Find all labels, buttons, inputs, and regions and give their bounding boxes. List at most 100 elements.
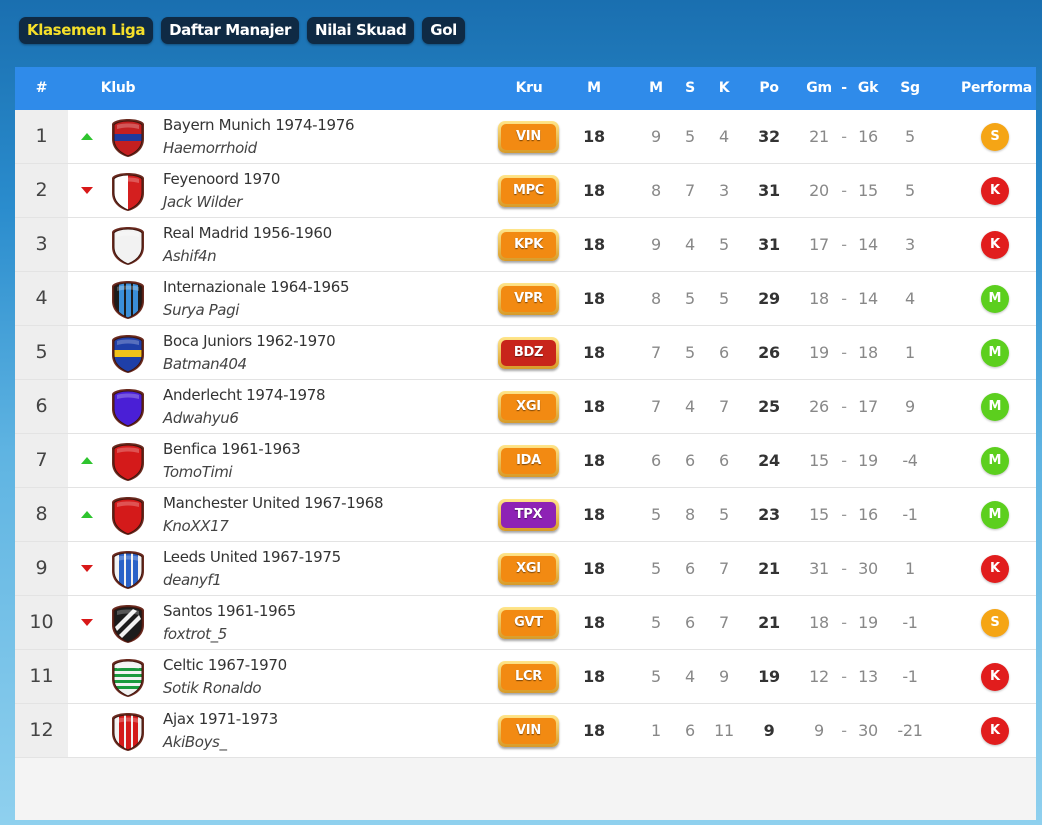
crew-badge[interactable]: XGI — [498, 553, 559, 585]
crew-badge[interactable]: LCR — [498, 661, 559, 693]
header-points[interactable]: Po — [759, 80, 779, 96]
goals-for-cell: 18 — [809, 289, 829, 308]
goals-for-cell: 18 — [809, 613, 829, 632]
table-row[interactable]: 8 Manchester United 1967-1968 KnoXX17 TPX 18… — [15, 488, 1036, 542]
table-row[interactable]: 1 Bayern Munich 1974-1976 Haemorrhoid VIN 18… — [15, 110, 1036, 164]
crew-badge[interactable]: VPR — [498, 283, 559, 315]
performance-badge[interactable]: M — [981, 285, 1009, 313]
trend-up-icon — [81, 457, 93, 464]
manager-name[interactable]: KnoXX17 — [163, 517, 229, 535]
crew-badge[interactable]: VIN — [498, 715, 559, 747]
performance-badge[interactable]: S — [981, 123, 1009, 151]
club-name[interactable]: Feyenoord 1970 — [163, 170, 281, 188]
header-loss[interactable]: K — [718, 80, 730, 96]
manager-name[interactable]: AkiBoys_ — [163, 733, 227, 751]
manager-name[interactable]: foxtrot_5 — [163, 625, 227, 643]
table-row[interactable]: 6 Anderlecht 1974-1978 Adwahyu6 XGI 18 7 4 7 25 2… — [15, 380, 1036, 434]
club-name[interactable]: Benfica 1961-1963 — [163, 440, 301, 458]
rank-cell: 10 — [15, 596, 68, 649]
club-name[interactable]: Ajax 1971-1973 — [163, 710, 278, 728]
performance-badge[interactable]: M — [981, 339, 1009, 367]
club-name[interactable]: Leeds United 1967-1975 — [163, 548, 341, 566]
crew-badge[interactable]: KPK — [498, 229, 559, 261]
draw-cell: 5 — [685, 289, 695, 308]
manager-name[interactable]: Haemorrhoid — [163, 139, 257, 157]
table-row[interactable]: 7 Benfica 1961-1963 TomoTimi IDA 18 6 6 6 24 15-1… — [15, 434, 1036, 488]
manager-name[interactable]: Jack Wilder — [163, 193, 243, 211]
draw-cell: 6 — [685, 451, 695, 470]
manager-name[interactable]: Surya Pagi — [163, 301, 239, 319]
header-draw[interactable]: S — [685, 80, 695, 96]
performance-badge[interactable]: K — [981, 555, 1009, 583]
manager-name[interactable]: TomoTimi — [163, 463, 233, 481]
manager-name[interactable]: Adwahyu6 — [163, 409, 239, 427]
tab-klasemen-liga[interactable]: Klasemen Liga — [19, 17, 154, 44]
table-row[interactable]: 12 Ajax 1971-1973 AkiBoys_ VIN 18 1 6 11 9 9-30 -2… — [15, 704, 1036, 758]
club-name[interactable]: Internazionale 1964-1965 — [163, 278, 350, 296]
crew-badge[interactable]: MPC — [498, 175, 559, 207]
header-rank[interactable]: # — [35, 80, 48, 96]
crew-badge[interactable]: TPX — [498, 499, 559, 531]
performance-badge[interactable]: K — [981, 177, 1009, 205]
performance-badge[interactable]: M — [981, 501, 1009, 529]
header-club[interactable]: Klub — [100, 80, 136, 96]
goals-against-cell: 16 — [858, 505, 878, 524]
goal-diff-cell: 3 — [905, 235, 915, 254]
header-goals-against[interactable]: Gk — [857, 80, 879, 96]
tab-nilai-skuad[interactable]: Nilai Skuad — [307, 17, 415, 44]
club-name[interactable]: Anderlecht 1974-1978 — [163, 386, 326, 404]
performance-badge[interactable]: K — [981, 231, 1009, 259]
table-row[interactable]: 5 Boca Juniors 1962-1970 Batman404 BDZ 18 7 5 6… — [15, 326, 1036, 380]
crew-badge[interactable]: XGI — [498, 391, 559, 423]
header-performance[interactable]: Performa — [961, 80, 1032, 96]
goals-for-cell: 15 — [809, 451, 829, 470]
header-goal-diff[interactable]: Sg — [900, 80, 920, 96]
performance-badge[interactable]: K — [981, 663, 1009, 691]
played-cell: 18 — [583, 235, 605, 254]
performance-badge[interactable]: K — [981, 717, 1009, 745]
header-played[interactable]: M — [587, 80, 601, 96]
goal-diff-cell: 1 — [905, 343, 915, 362]
goal-diff-cell: -1 — [902, 613, 918, 632]
goals-separator: - — [841, 289, 847, 308]
club-crest-icon — [111, 281, 145, 319]
header-goals-for[interactable]: Gm — [806, 80, 832, 96]
crew-badge[interactable]: IDA — [498, 445, 559, 477]
win-cell: 5 — [651, 559, 661, 578]
table-row[interactable]: 11 Celtic 1967-1970 Sotik Ronaldo LCR 18 5 4 9 1… — [15, 650, 1036, 704]
table-row[interactable]: 4 Internazionale 1964-1965 Surya Pagi VPR 18… — [15, 272, 1036, 326]
club-crest-icon — [111, 551, 145, 589]
crew-badge[interactable]: GVT — [498, 607, 559, 639]
tab-daftar-manajer[interactable]: Daftar Manajer — [161, 17, 300, 44]
header-kru[interactable]: Kru — [515, 80, 543, 96]
club-name[interactable]: Boca Juniors 1962-1970 — [163, 332, 336, 350]
crew-badge[interactable]: VIN — [498, 121, 559, 153]
header-win[interactable]: M — [649, 80, 663, 96]
club-name[interactable]: Celtic 1967-1970 — [163, 656, 287, 674]
club-name[interactable]: Santos 1961-1965 — [163, 602, 296, 620]
performance-badge[interactable]: M — [981, 447, 1009, 475]
club-name[interactable]: Real Madrid 1956-1960 — [163, 224, 332, 242]
club-name[interactable]: Manchester United 1967-1968 — [163, 494, 384, 512]
manager-name[interactable]: Batman404 — [163, 355, 247, 373]
draw-cell: 4 — [685, 667, 695, 686]
table-row[interactable]: 10 Santos 1961-1965 foxtrot_5 GVT 18 5 6 7 21 18-… — [15, 596, 1036, 650]
crew-badge[interactable]: BDZ — [498, 337, 559, 369]
club-crest-icon — [111, 497, 145, 535]
played-cell: 18 — [583, 451, 605, 470]
table-row[interactable]: 2 Feyenoord 1970 Jack Wilder MPC 18 8 7 3 31 20-1… — [15, 164, 1036, 218]
tab-gol[interactable]: Gol — [422, 17, 465, 44]
table-row[interactable]: 9 Leeds United 1967-1975 deanyf1 XGI 18 5 6 7 21… — [15, 542, 1036, 596]
manager-name[interactable]: Ashif4n — [163, 247, 217, 265]
performance-badge[interactable]: M — [981, 393, 1009, 421]
loss-cell: 6 — [719, 343, 729, 362]
performance-badge[interactable]: S — [981, 609, 1009, 637]
table-row[interactable]: 3 Real Madrid 1956-1960 Ashif4n KPK 18 9 4 5 31 1… — [15, 218, 1036, 272]
goals-separator: - — [841, 559, 847, 578]
goals-against-cell: 30 — [858, 721, 878, 740]
goals-separator: - — [841, 721, 847, 740]
club-name[interactable]: Bayern Munich 1974-1976 — [163, 116, 355, 134]
goals-separator: - — [841, 181, 847, 200]
manager-name[interactable]: Sotik Ronaldo — [163, 679, 262, 697]
manager-name[interactable]: deanyf1 — [163, 571, 222, 589]
